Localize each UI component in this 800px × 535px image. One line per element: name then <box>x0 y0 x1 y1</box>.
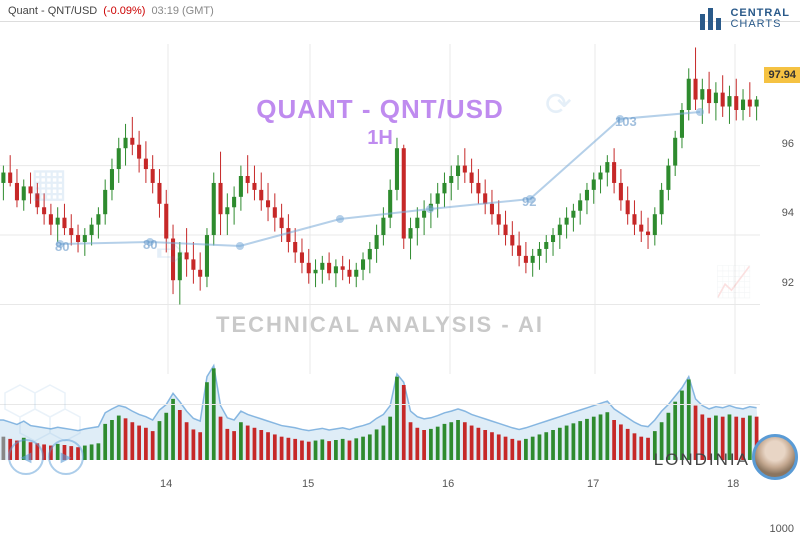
change-label: (-0.09%) <box>103 5 145 17</box>
current-price-tag: 97.94 <box>764 67 800 83</box>
avatar-icon[interactable] <box>752 434 798 480</box>
x-axis: 1415161718 <box>0 478 760 496</box>
chart-header: Quant - QNT/USD (-0.09%) 03:19 (GMT) <box>0 0 800 22</box>
watermark-refresh-icon: ⟳ <box>545 85 572 123</box>
pair-label: Quant - QNT/USD <box>8 5 97 17</box>
candlestick-svg <box>0 44 760 374</box>
nav-prev-button[interactable]: ◄ <box>8 439 44 475</box>
nav-buttons: ◄ ► <box>8 439 84 475</box>
time-label: 03:19 (GMT) <box>151 5 213 17</box>
watermark-arrow-icon: ➪ <box>155 230 187 275</box>
nav-next-button[interactable]: ► <box>48 439 84 475</box>
watermark-graph-icon: 📈 <box>715 265 752 300</box>
londinia-brand: LONDINIA <box>654 450 750 470</box>
watermark-chart-icon: ▦ <box>30 160 68 206</box>
price-chart[interactable]: QUANT - QNT/USD 1H TECHNICAL ANALYSIS - … <box>0 22 760 352</box>
